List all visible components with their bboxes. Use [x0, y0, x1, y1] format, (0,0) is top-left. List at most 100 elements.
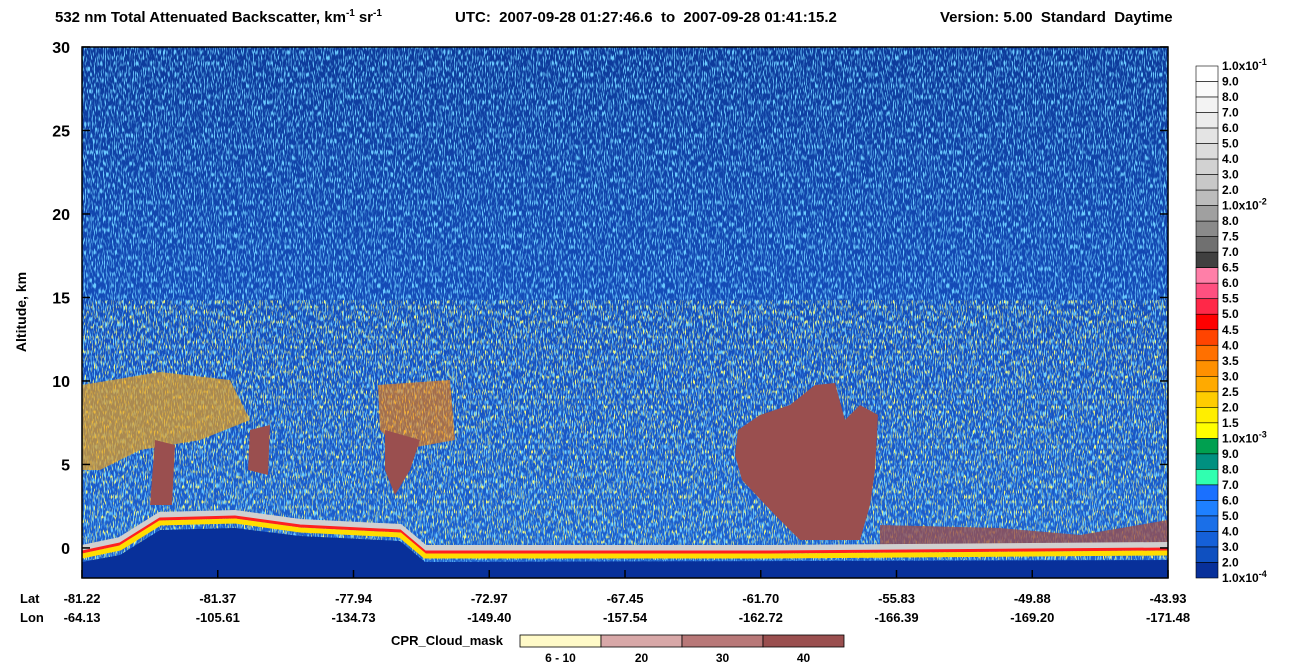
- colorbar-label: 6.0: [1222, 121, 1239, 135]
- cpr-swatch: [681, 634, 764, 648]
- scene: [82, 47, 1168, 578]
- colorbar-label-sup: -2: [1259, 197, 1267, 207]
- colorbar-label: 6.0: [1222, 493, 1239, 507]
- colorbar-label: 9.0: [1222, 75, 1239, 89]
- colorbar-label: 3.0: [1222, 369, 1239, 383]
- colorbar-swatch: [1195, 546, 1219, 563]
- colorbar-label: 7.5: [1222, 230, 1239, 244]
- x-tick-label: -81.22: [64, 591, 101, 606]
- colorbar-label: 5.0: [1222, 137, 1239, 151]
- colorbar-swatch: [1195, 562, 1219, 579]
- x-tick-label: -55.83: [878, 591, 915, 606]
- colorbar-label: 8.0: [1222, 214, 1239, 228]
- x-tick-label: -169.20: [1010, 610, 1054, 625]
- colorbar-swatch: [1195, 282, 1219, 300]
- x-tick-label: -157.54: [603, 610, 648, 625]
- colorbar-label-sup: -3: [1259, 429, 1267, 439]
- colorbar-swatch: [1195, 360, 1219, 377]
- colorbar-label-base: 1.0x10: [1222, 199, 1259, 213]
- colorbar-label-sup: -4: [1259, 569, 1267, 579]
- colorbar-label: 1.0x10-4: [1222, 569, 1267, 585]
- cpr-label: 30: [716, 651, 730, 665]
- x-tick-label: -149.40: [467, 610, 511, 625]
- x-row-name: Lon: [20, 610, 44, 625]
- colorbar-swatch: [1195, 143, 1219, 160]
- cpr-label: 20: [635, 651, 649, 665]
- colorbar-swatch: [1195, 158, 1219, 175]
- colorbar-label-base: 1.0x10: [1222, 571, 1259, 585]
- x-tick-label: -166.39: [874, 610, 918, 625]
- colorbar-label: 4.0: [1222, 338, 1239, 352]
- colorbar-swatch: [1195, 127, 1219, 144]
- cpr-label: 40: [797, 651, 811, 665]
- colorbar-label: 3.0: [1222, 168, 1239, 182]
- colorbar-swatch: [1195, 438, 1219, 455]
- colorbar-swatch: [1195, 267, 1219, 284]
- colorbar-label: 4.0: [1222, 152, 1239, 166]
- colorbar-label: 1.5: [1222, 416, 1239, 430]
- y-tick-label: 0: [61, 541, 70, 558]
- x-tick-label: -134.73: [331, 610, 375, 625]
- colorbar-swatch: [1195, 469, 1219, 486]
- colorbar-label: 5.0: [1222, 307, 1239, 321]
- colorbar-label: 6.5: [1222, 261, 1239, 275]
- colorbar-swatch: [1195, 236, 1219, 253]
- utc-range: UTC: 2007-09-28 01:27:46.6 to 2007-09-28…: [455, 9, 837, 26]
- colorbar-label: 7.0: [1222, 245, 1239, 259]
- colorbar-label: 6.0: [1222, 276, 1239, 290]
- colorbar-label: 2.0: [1222, 555, 1239, 569]
- x-tick-label: -61.70: [742, 591, 779, 606]
- x-tick-label: -67.45: [607, 591, 644, 606]
- chart-title: 532 nm Total Attenuated Backscatter, km-…: [55, 8, 382, 26]
- colorbar-label: 7.0: [1222, 106, 1239, 120]
- colorbar-swatch: [1195, 96, 1219, 113]
- cpr-swatch: [519, 634, 602, 648]
- colorbar-swatch: [1195, 298, 1219, 315]
- colorbar-swatch: [1195, 453, 1219, 470]
- colorbar-label: 1.0x10-1: [1222, 57, 1267, 73]
- y-tick-label: 25: [52, 123, 70, 140]
- colorbar-label: 8.0: [1222, 462, 1239, 476]
- x-tick-label: -43.93: [1150, 591, 1187, 606]
- colorbar-label: 3.0: [1222, 540, 1239, 554]
- title-text: sr: [359, 9, 373, 26]
- colorbar-label: 2.0: [1222, 183, 1239, 197]
- colorbar-label-base: 1.0x10: [1222, 431, 1259, 445]
- colorbar-swatch: [1195, 422, 1219, 439]
- title-sup: -1: [373, 8, 382, 19]
- colorbar-label: 5.0: [1222, 509, 1239, 523]
- colorbar-swatch: [1195, 65, 1219, 82]
- colorbar-label: 4.5: [1222, 323, 1239, 337]
- colorbar-swatch: [1195, 500, 1219, 517]
- x-tick-label: -72.97: [471, 591, 508, 606]
- colorbar-label-base: 1.0x10: [1222, 59, 1259, 73]
- colorbar-label: 1.0x10-3: [1222, 429, 1267, 445]
- colorbar-swatch: [1195, 205, 1219, 222]
- colorbar-label-sup: -1: [1259, 57, 1267, 67]
- x-tick-label: -105.61: [196, 610, 240, 625]
- x-tick-label: -49.88: [1014, 591, 1051, 606]
- cpr-label: 6 - 10: [545, 651, 576, 665]
- colorbar-swatch: [1195, 515, 1219, 532]
- colorbar-label: 9.0: [1222, 447, 1239, 461]
- title-sup: -1: [346, 8, 355, 19]
- colorbar-swatch: [1195, 189, 1219, 206]
- colorbar-label: 1.0x10-2: [1222, 197, 1267, 213]
- x-tick-label: -64.13: [64, 610, 101, 625]
- colorbar-swatch: [1195, 344, 1219, 362]
- y-tick-label: 15: [52, 290, 70, 307]
- y-tick-label: 20: [52, 207, 70, 224]
- colorbar-label: 4.0: [1222, 524, 1239, 538]
- colorbar-swatch: [1195, 81, 1219, 98]
- colorbar-label: 7.0: [1222, 478, 1239, 492]
- colorbar-swatch: [1195, 174, 1219, 191]
- colorbar-swatch: [1195, 251, 1219, 268]
- colorbar-swatch: [1195, 220, 1219, 237]
- colorbar-label: 2.5: [1222, 385, 1239, 399]
- y-tick-label: 10: [52, 374, 70, 391]
- x-tick-label: -81.37: [199, 591, 236, 606]
- colorbar-swatch: [1195, 313, 1219, 331]
- colorbar-swatch: [1195, 484, 1219, 501]
- colorbar-label: 8.0: [1222, 90, 1239, 104]
